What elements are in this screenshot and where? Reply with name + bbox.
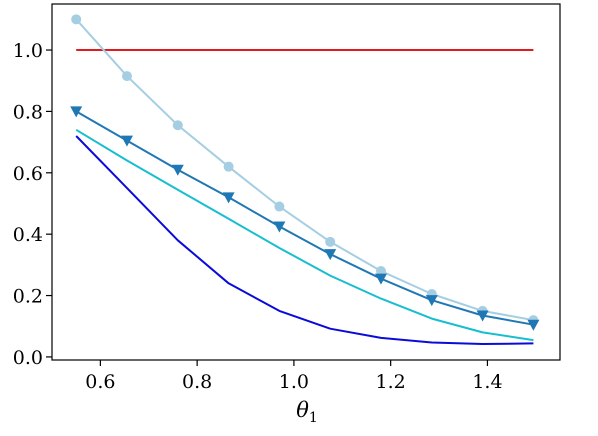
y-tick-label: 0.8 xyxy=(13,101,43,123)
series-2-point xyxy=(325,236,336,247)
series-2-point xyxy=(172,120,183,131)
y-tick-label: 1.0 xyxy=(13,40,43,62)
series-2-point xyxy=(71,14,82,25)
series-2-point xyxy=(223,161,234,172)
series-3-point xyxy=(527,319,540,331)
y-tick-label: 0.6 xyxy=(13,163,43,185)
x-tick-label: 1.4 xyxy=(472,371,502,393)
series-3-point xyxy=(425,295,438,307)
x-tick-label: 1.0 xyxy=(279,371,309,393)
y-tick-label: 0.4 xyxy=(13,224,43,246)
series-2-point xyxy=(121,71,132,82)
x-tick-label: 0.6 xyxy=(85,371,115,393)
plot-frame xyxy=(51,3,561,361)
series-3-line xyxy=(75,110,534,326)
x-tick-label: 0.8 xyxy=(182,371,212,393)
x-tick-label: 1.2 xyxy=(376,371,406,393)
series-3-point xyxy=(374,273,387,285)
series-3-point xyxy=(171,164,184,176)
series-3-point xyxy=(476,310,489,322)
series-2-line xyxy=(75,18,534,322)
series-3-point xyxy=(222,192,235,204)
series-2-point xyxy=(274,201,285,212)
series-3-point xyxy=(70,106,83,118)
y-tick-label: 0.2 xyxy=(13,286,43,308)
x-axis-label: θ1 xyxy=(296,398,318,426)
series-5-line xyxy=(75,135,534,345)
series-3-point xyxy=(324,249,337,261)
series-3-point xyxy=(120,135,133,147)
series-4-line xyxy=(75,128,534,342)
y-tick-label: 0.0 xyxy=(13,347,43,369)
series-2-point xyxy=(375,266,386,276)
series-3-point xyxy=(273,221,286,233)
